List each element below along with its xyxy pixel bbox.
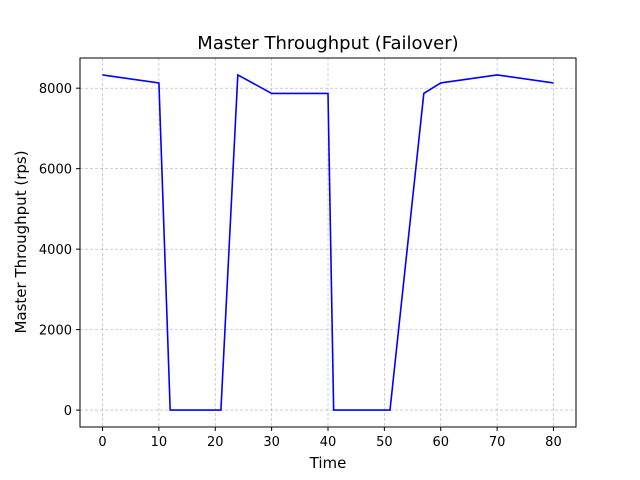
y-tick-label: 8000 xyxy=(39,82,72,97)
data-point xyxy=(553,82,555,84)
y-axis-ticks: 0 2000 4000 6000 8000 xyxy=(39,82,80,419)
x-tick-label: 80 xyxy=(545,435,562,450)
x-axis-ticks: 0 10 20 30 40 50 60 70 80 xyxy=(98,427,562,450)
data-point xyxy=(102,74,104,76)
x-tick-label: 0 xyxy=(98,435,106,450)
data-point xyxy=(169,409,171,411)
y-axis-label: Master Throughput (rps) xyxy=(12,150,30,333)
x-tick-label: 60 xyxy=(432,435,449,450)
x-axis-label: Time xyxy=(309,454,347,472)
data-point xyxy=(327,93,329,95)
x-tick-label: 70 xyxy=(489,435,506,450)
x-tick-label: 40 xyxy=(320,435,337,450)
series-line-0 xyxy=(102,73,554,411)
data-point xyxy=(333,409,335,411)
series-layer xyxy=(102,73,555,411)
data-point xyxy=(389,409,391,411)
chart-title: Master Throughput (Failover) xyxy=(197,33,458,54)
grid xyxy=(80,58,576,427)
x-tick-label: 50 xyxy=(376,435,393,450)
data-point xyxy=(440,82,442,84)
data-point xyxy=(220,409,222,411)
data-point xyxy=(237,74,239,76)
y-tick-label: 4000 xyxy=(39,243,72,258)
y-tick-label: 2000 xyxy=(39,324,72,339)
x-tick-label: 20 xyxy=(207,435,224,450)
data-point xyxy=(496,74,498,76)
y-tick-label: 0 xyxy=(64,404,72,419)
x-tick-label: 30 xyxy=(263,435,280,450)
data-point xyxy=(423,93,425,95)
y-tick-label: 6000 xyxy=(39,163,72,178)
data-point xyxy=(158,82,160,84)
x-tick-label: 10 xyxy=(151,435,168,450)
data-point xyxy=(271,93,273,95)
